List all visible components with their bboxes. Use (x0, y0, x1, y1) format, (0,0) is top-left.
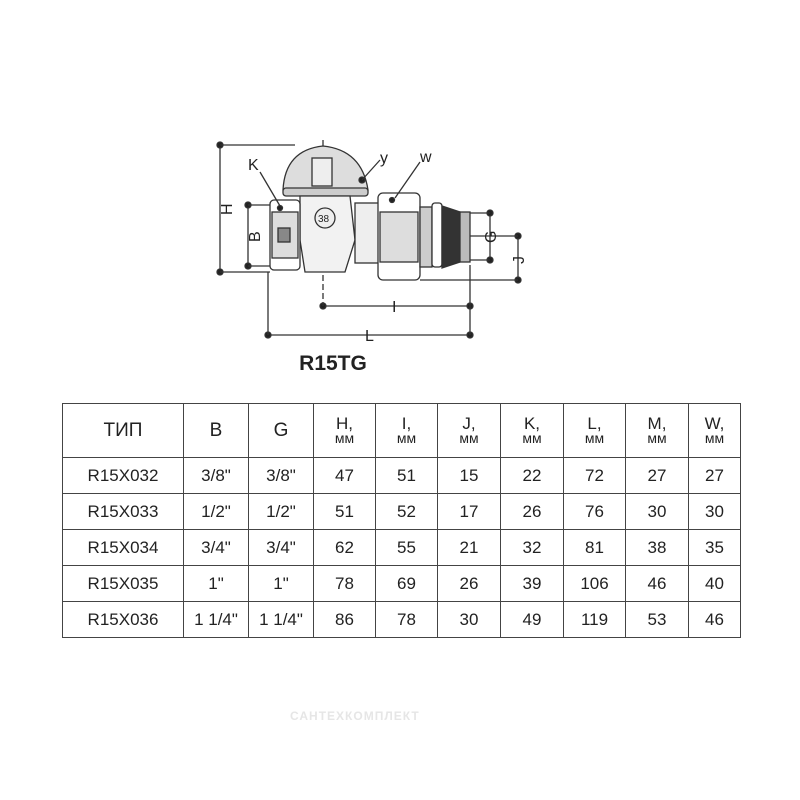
column-header: K, мм (500, 403, 564, 458)
table-cell: 49 (500, 601, 564, 638)
table-cell: 78 (375, 601, 438, 638)
table-cell: R15X034 (62, 529, 184, 566)
column-header-label: G (273, 419, 289, 441)
model-title: R15TG (299, 352, 367, 375)
table-cell: 35 (688, 529, 741, 566)
column-header-label: L, (587, 413, 602, 433)
nut-mark: 38 (318, 214, 330, 225)
table-cell: 30 (437, 601, 501, 638)
table-cell: 51 (313, 493, 376, 530)
column-header: B (183, 403, 249, 458)
table-cell: 26 (437, 565, 501, 602)
table-cell: 78 (313, 565, 376, 602)
table-cell: 15 (437, 457, 501, 494)
column-header: L, мм (563, 403, 626, 458)
column-header-unit: мм (647, 429, 667, 446)
table-header-row: ТИП B G H, мм I, мм J, мм K, мм L, мм M, мм W, мм (62, 403, 741, 458)
label-b: B (247, 231, 264, 242)
table-row: R15X032 3/8" 3/8" 47 51 15 22 72 27 27 (62, 457, 741, 494)
table-cell: R15X033 (62, 493, 184, 530)
table-cell: 1 1/4" (183, 601, 249, 638)
table-cell: 32 (500, 529, 564, 566)
column-header-label: J, (462, 413, 476, 433)
label-h: H (219, 203, 236, 215)
valve-technical-drawing: K y w 38 I L H B G J (216, 140, 528, 345)
table-cell: 55 (375, 529, 438, 566)
column-header-label: ТИП (103, 419, 143, 441)
table-cell: 119 (563, 601, 626, 638)
valve-body (269, 145, 471, 281)
table-row: R15X033 1/2" 1/2" 51 52 17 26 76 30 30 (62, 493, 741, 530)
table-cell: 39 (500, 565, 564, 602)
table-cell: 47 (313, 457, 376, 494)
column-header-label: H, (336, 413, 353, 433)
column-header-unit: мм (396, 429, 417, 446)
label-i: I (392, 299, 396, 316)
column-header-unit: мм (522, 429, 542, 446)
table-cell: 30 (688, 493, 741, 530)
column-header-unit: мм (584, 429, 605, 446)
table-row: R15X035 1" 1" 78 69 26 39 106 46 40 (62, 565, 741, 602)
table-row: R15X034 3/4" 3/4" 62 55 21 32 81 38 35 (62, 529, 741, 566)
table-cell: R15X036 (62, 601, 184, 638)
column-header: M, мм (625, 403, 689, 458)
column-header: ТИП (62, 403, 184, 458)
table-cell: 1/2" (183, 493, 249, 530)
table-cell: 3/8" (183, 457, 249, 494)
table-row: R15X036 1 1/4" 1 1/4" 86 78 30 49 119 53 46 (62, 601, 741, 638)
table-cell: 106 (563, 565, 626, 602)
column-header: J, мм (437, 403, 501, 458)
table-cell: 1" (183, 565, 249, 602)
label-g: G (483, 231, 500, 243)
table-cell: 1" (248, 565, 314, 602)
table-cell: 27 (688, 457, 741, 494)
label-l: L (365, 328, 374, 345)
table-cell: 30 (625, 493, 689, 530)
table-cell: 46 (625, 565, 689, 602)
label-w: w (419, 149, 432, 166)
table-cell: 51 (375, 457, 438, 494)
table-cell: 1/2" (248, 493, 314, 530)
column-header: H, мм (313, 403, 376, 458)
column-header-unit: мм (704, 429, 725, 446)
label-j: J (511, 256, 528, 264)
column-header-label: I, (401, 413, 412, 433)
table-cell: 86 (313, 601, 376, 638)
table-cell: 21 (437, 529, 501, 566)
column-header-label: M, (647, 413, 667, 433)
table-cell: 3/4" (248, 529, 314, 566)
dimensions-table: ТИП B G H, мм I, мм J, мм K, мм L, мм M, мм W, мм R15X03… (62, 403, 741, 638)
table-cell: 69 (375, 565, 438, 602)
table-cell: R15X035 (62, 565, 184, 602)
table-cell: 3/4" (183, 529, 249, 566)
table-cell: 27 (625, 457, 689, 494)
column-header: G (248, 403, 314, 458)
watermark: САНТЕХКОМПЛЕКТ (290, 709, 420, 723)
table-cell: 62 (313, 529, 376, 566)
table-cell: 3/8" (248, 457, 314, 494)
table-cell: 22 (500, 457, 564, 494)
column-header-unit: мм (459, 429, 479, 446)
table-cell: 72 (563, 457, 626, 494)
column-header: W, мм (688, 403, 741, 458)
column-header-label: W, (704, 413, 725, 433)
column-header-unit: мм (334, 429, 355, 446)
table-cell: 46 (688, 601, 741, 638)
table-cell: 52 (375, 493, 438, 530)
table-cell: 1 1/4" (248, 601, 314, 638)
table-cell: 53 (625, 601, 689, 638)
label-k: K (248, 157, 259, 174)
column-header-label: B (209, 419, 223, 441)
table-cell: 76 (563, 493, 626, 530)
label-y: y (380, 150, 388, 167)
table-cell: 38 (625, 529, 689, 566)
table-cell: R15X032 (62, 457, 184, 494)
table-cell: 17 (437, 493, 501, 530)
table-cell: 81 (563, 529, 626, 566)
column-header-label: K, (523, 413, 541, 433)
column-header: I, мм (375, 403, 438, 458)
table-cell: 26 (500, 493, 564, 530)
table-cell: 40 (688, 565, 741, 602)
